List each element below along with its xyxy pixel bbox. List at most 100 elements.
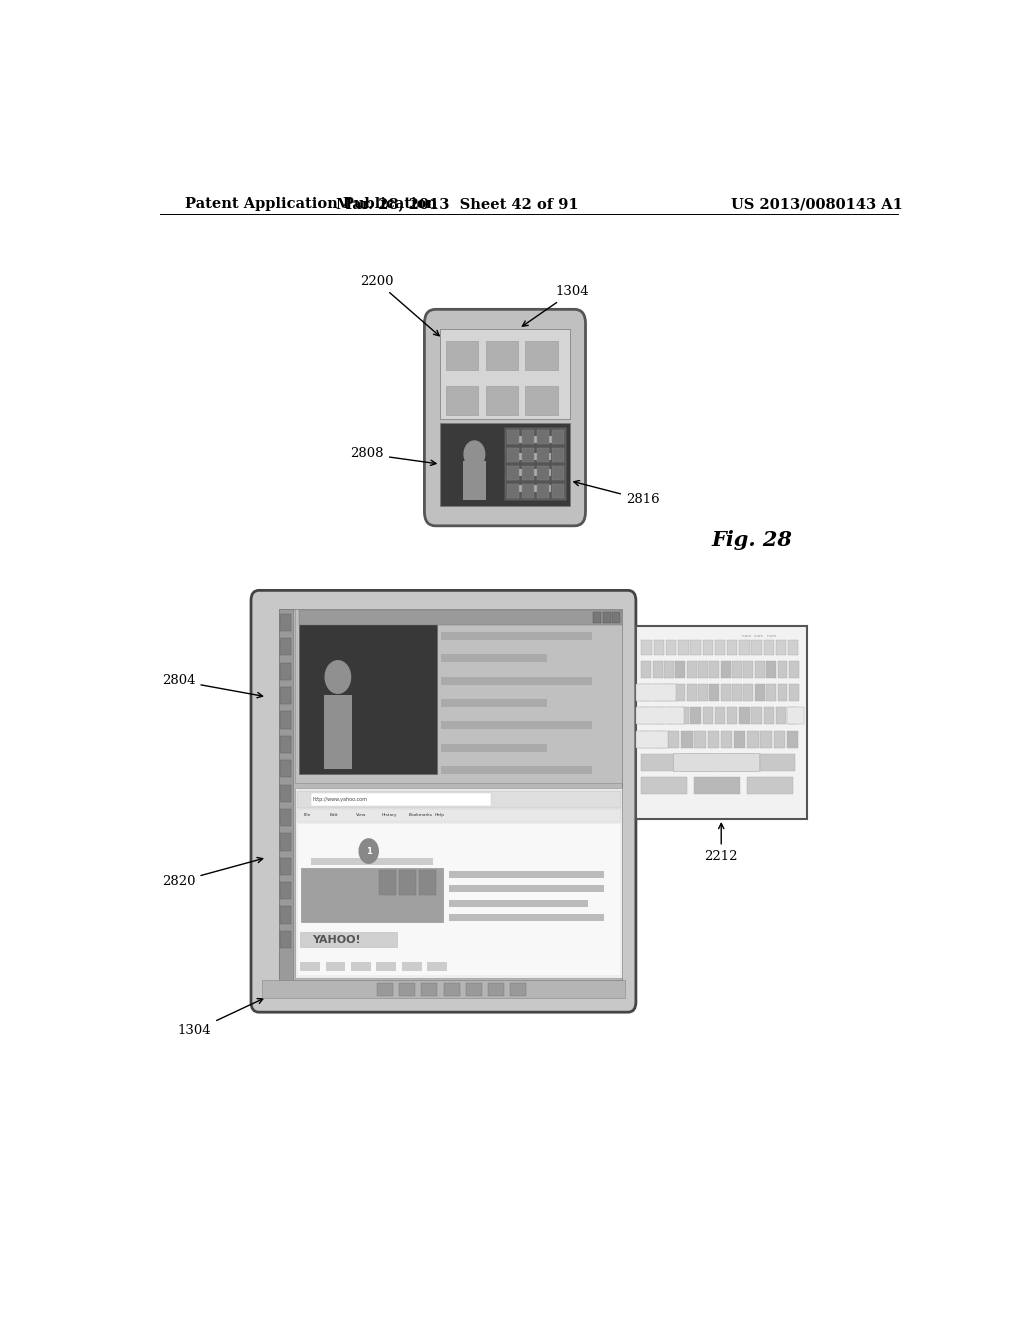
Bar: [310, 890, 408, 898]
Bar: [450, 871, 604, 878]
Bar: [377, 982, 393, 995]
Bar: [296, 788, 623, 978]
Bar: [296, 609, 623, 783]
Bar: [525, 341, 558, 370]
Bar: [698, 684, 708, 701]
Text: YAHOO!: YAHOO!: [312, 935, 360, 945]
Bar: [440, 721, 592, 730]
Bar: [652, 661, 663, 678]
Bar: [508, 469, 552, 477]
Bar: [440, 422, 569, 506]
Circle shape: [326, 661, 350, 693]
Bar: [522, 466, 534, 480]
Bar: [761, 730, 772, 747]
Bar: [507, 447, 518, 462]
Bar: [301, 867, 442, 921]
Bar: [507, 430, 518, 444]
Bar: [755, 661, 765, 678]
Bar: [788, 640, 799, 655]
Bar: [653, 640, 665, 655]
FancyBboxPatch shape: [251, 590, 636, 1012]
Text: Help: Help: [434, 813, 444, 817]
Bar: [377, 962, 396, 970]
Bar: [666, 640, 677, 655]
Bar: [734, 730, 745, 747]
Bar: [379, 870, 396, 895]
Bar: [715, 708, 725, 725]
Bar: [538, 430, 549, 444]
Bar: [748, 730, 759, 747]
Bar: [281, 833, 292, 850]
Bar: [636, 626, 807, 818]
Circle shape: [359, 840, 378, 863]
Bar: [281, 663, 292, 680]
Bar: [743, 661, 754, 678]
Bar: [739, 640, 750, 655]
Bar: [641, 777, 687, 793]
Bar: [552, 447, 564, 462]
Bar: [748, 777, 793, 793]
Bar: [508, 437, 559, 444]
Bar: [752, 708, 762, 725]
Bar: [678, 640, 688, 655]
Bar: [788, 708, 799, 725]
Bar: [681, 730, 692, 747]
Bar: [732, 684, 742, 701]
Bar: [641, 708, 652, 725]
Bar: [310, 858, 433, 865]
Bar: [710, 661, 719, 678]
Bar: [694, 777, 740, 793]
Text: 2200: 2200: [360, 275, 439, 335]
Bar: [427, 962, 447, 970]
Bar: [743, 684, 754, 701]
Bar: [774, 730, 785, 747]
Text: 2212: 2212: [705, 824, 738, 862]
Bar: [687, 684, 696, 701]
Bar: [281, 760, 292, 777]
Bar: [508, 486, 552, 492]
Bar: [676, 684, 685, 701]
Bar: [445, 341, 478, 370]
FancyBboxPatch shape: [424, 309, 586, 525]
Text: US 2013/0080143 A1: US 2013/0080143 A1: [731, 197, 903, 211]
Bar: [281, 809, 292, 826]
Bar: [279, 609, 293, 979]
Bar: [450, 886, 604, 892]
Bar: [485, 341, 518, 370]
Text: Patent Application Publication: Patent Application Publication: [185, 197, 437, 211]
Bar: [299, 610, 623, 624]
Bar: [538, 484, 549, 499]
Text: 2816: 2816: [573, 480, 659, 506]
Bar: [538, 466, 549, 480]
Bar: [681, 754, 716, 771]
Bar: [351, 962, 371, 970]
Bar: [788, 684, 799, 701]
Bar: [281, 931, 292, 948]
Bar: [752, 640, 762, 655]
Bar: [297, 792, 621, 808]
Bar: [674, 754, 759, 771]
Text: 2808: 2808: [350, 447, 436, 466]
Bar: [466, 982, 481, 995]
Bar: [297, 809, 621, 822]
Bar: [732, 661, 742, 678]
Bar: [522, 430, 534, 444]
Bar: [463, 461, 486, 500]
Text: http://www.yahoo.com: http://www.yahoo.com: [312, 797, 368, 803]
Bar: [776, 708, 786, 725]
Bar: [281, 858, 292, 875]
Bar: [690, 708, 700, 725]
Bar: [702, 708, 713, 725]
Bar: [721, 661, 730, 678]
Bar: [445, 385, 478, 414]
Bar: [281, 711, 292, 729]
Bar: [300, 932, 397, 948]
Bar: [310, 874, 408, 880]
Bar: [636, 684, 676, 701]
Bar: [653, 708, 665, 725]
Text: num  num   num: num num num: [741, 634, 776, 638]
Text: History: History: [382, 813, 397, 817]
Bar: [776, 640, 786, 655]
Bar: [485, 385, 518, 414]
Bar: [552, 484, 564, 499]
